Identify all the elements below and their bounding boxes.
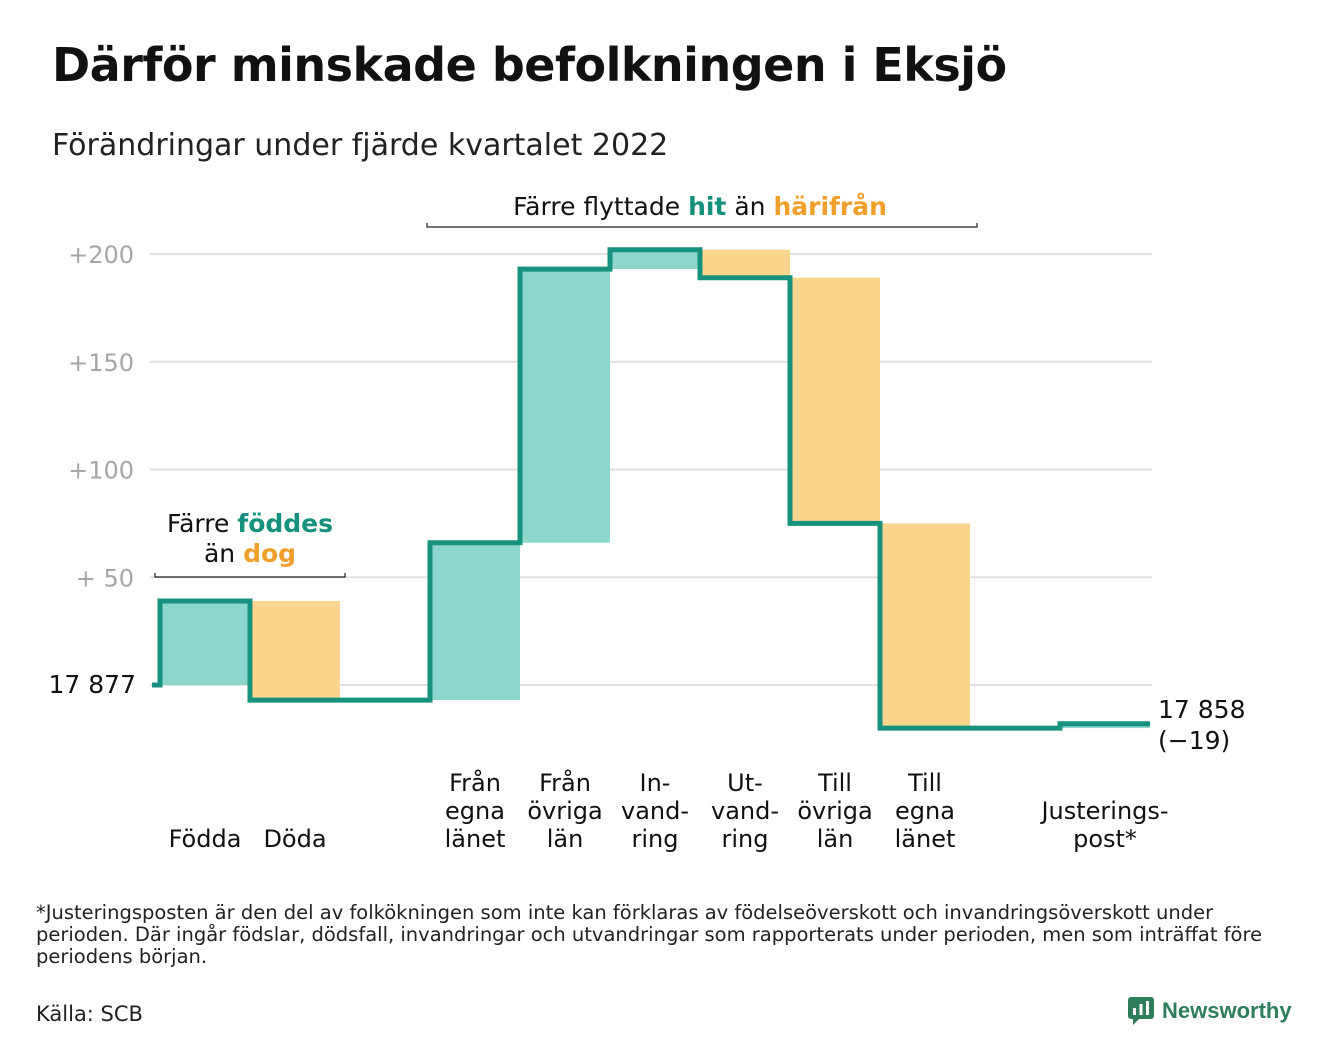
x-category-label: län bbox=[817, 825, 854, 853]
migration-bracket bbox=[426, 223, 978, 228]
annotation-fragment: än bbox=[726, 192, 773, 221]
x-category-label: Justerings- bbox=[1039, 797, 1168, 825]
births-annotation-line2: än dog bbox=[204, 539, 296, 568]
x-category-label: vand- bbox=[621, 797, 689, 825]
chart-subtitle: Förändringar under fjärde kvartalet 2022 bbox=[52, 128, 669, 163]
x-category-label: egna bbox=[445, 797, 505, 825]
source-label: Källa: SCB bbox=[36, 1002, 143, 1026]
brand-name: Newsworthy bbox=[1162, 998, 1292, 1023]
x-category-label: In- bbox=[640, 769, 671, 797]
labels: Födda DödaFrånegnalänetFrånövrigalänIn-va… bbox=[49, 670, 1246, 853]
bar-outflow bbox=[250, 600, 340, 701]
x-category-label: egna bbox=[895, 797, 955, 825]
end-change-label: (−19) bbox=[1158, 726, 1230, 755]
cumulative-step-line bbox=[152, 247, 1150, 731]
annotation-fragment: dog bbox=[243, 539, 296, 568]
x-category-label: Ut- bbox=[727, 769, 763, 797]
migration-annotation: Färre flyttade hit än härifrån bbox=[513, 192, 887, 221]
waterfall-chart: + 50+100+150+200 Födda DödaFrånegnalänetF… bbox=[49, 192, 1246, 853]
bar-outflow bbox=[790, 277, 880, 524]
footnote: *Justeringsposten är den del av folkökni… bbox=[36, 901, 1263, 968]
bar-inflow bbox=[610, 249, 700, 270]
annotation-fragment: än bbox=[204, 539, 243, 568]
y-tick-label: +200 bbox=[68, 241, 134, 269]
x-category-label: övriga bbox=[527, 797, 602, 825]
x-category-label: län bbox=[547, 825, 584, 853]
x-category-label: Från bbox=[539, 768, 591, 797]
x-category-label: länet bbox=[445, 825, 506, 853]
x-category-label: post* bbox=[1073, 825, 1137, 853]
annotation-fragment: Färre bbox=[167, 509, 237, 538]
x-category-label: ring bbox=[722, 825, 769, 853]
x-category-label: vand- bbox=[711, 797, 779, 825]
chart-title: Därför minskade befolkningen i Eksjö bbox=[52, 38, 1007, 92]
x-category-label: Från bbox=[449, 768, 501, 797]
births-annotation-line1: Färre föddes bbox=[167, 509, 333, 538]
births-bracket bbox=[154, 573, 346, 578]
x-category-label: ring bbox=[632, 825, 679, 853]
chart-bubble-icon bbox=[1128, 997, 1154, 1025]
end-value-label: 17 858 bbox=[1158, 695, 1245, 724]
x-category-label: Födda bbox=[169, 825, 242, 853]
x-category-label: Till bbox=[817, 769, 852, 797]
y-tick-label: + 50 bbox=[76, 564, 134, 592]
x-category-label: övriga bbox=[797, 797, 872, 825]
bar-inflow bbox=[520, 269, 610, 543]
bars bbox=[160, 249, 1150, 729]
newsworthy-logo: Newsworthy bbox=[1128, 997, 1292, 1025]
bar-outflow bbox=[880, 523, 970, 729]
y-tick-label: +100 bbox=[68, 457, 134, 485]
x-category-label: Till bbox=[907, 769, 942, 797]
annotation-fragment: föddes bbox=[237, 509, 333, 538]
bar-outflow bbox=[700, 249, 790, 278]
x-category-label: Döda bbox=[263, 825, 326, 853]
annotation-fragment: hit bbox=[688, 192, 726, 221]
annotation-fragment: härifrån bbox=[773, 192, 886, 221]
step-line bbox=[152, 247, 1150, 731]
bar-inflow bbox=[160, 600, 250, 685]
x-category-label: länet bbox=[895, 825, 956, 853]
y-tick-label: +150 bbox=[68, 349, 134, 377]
annotation-fragment: Färre flyttade bbox=[513, 192, 688, 221]
bar-inflow bbox=[430, 542, 520, 701]
start-value-label: 17 877 bbox=[49, 670, 136, 699]
